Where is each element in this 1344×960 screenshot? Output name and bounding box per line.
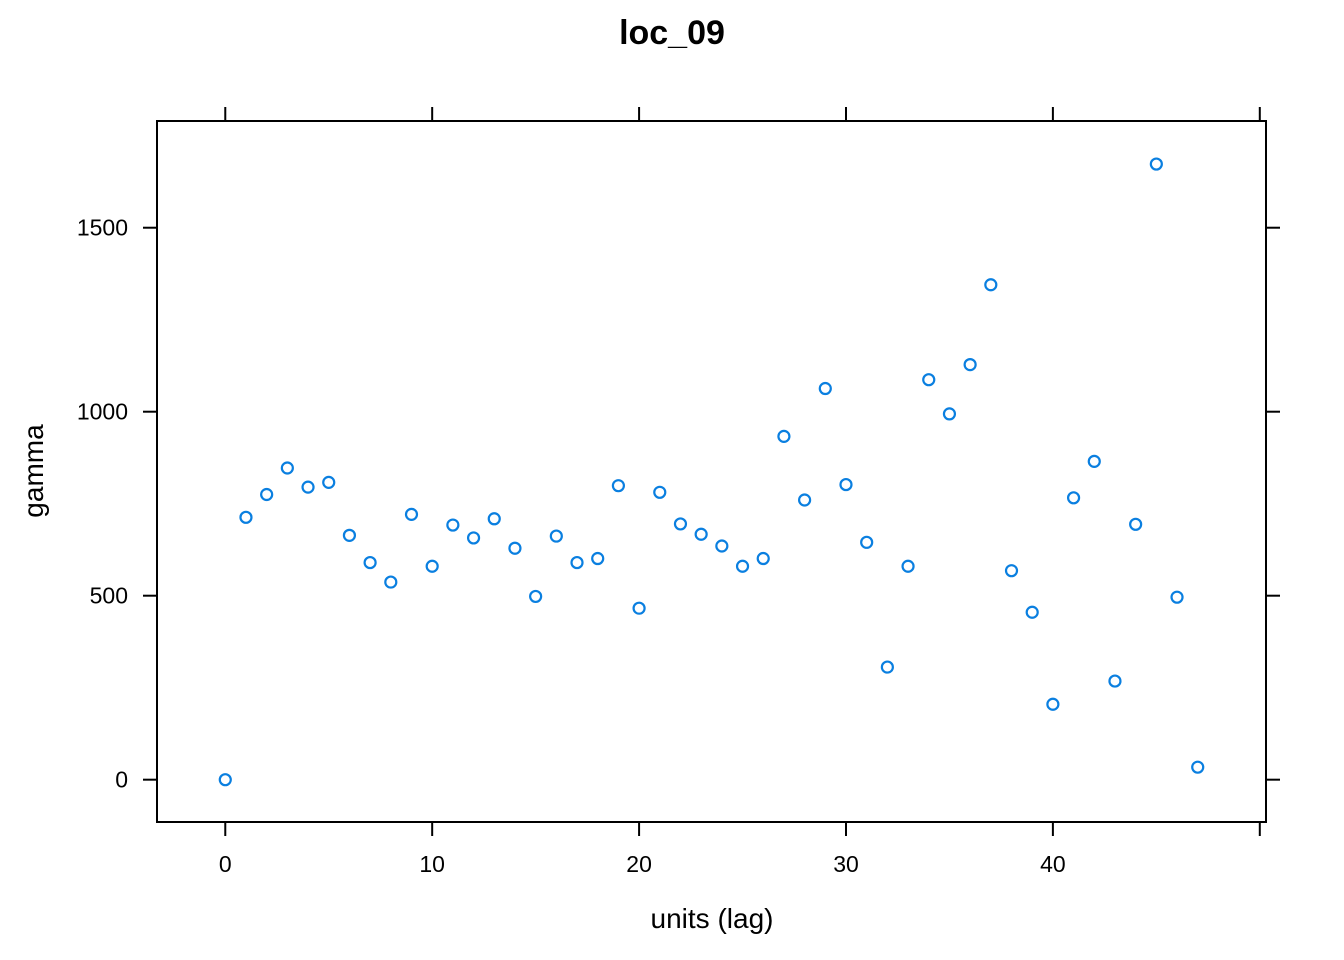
data-point <box>1087 454 1101 468</box>
data-point <box>384 575 398 589</box>
data-point <box>715 539 729 553</box>
data-point <box>363 555 377 570</box>
data-point <box>632 601 646 615</box>
data-point <box>529 589 543 604</box>
data-point <box>1129 517 1143 531</box>
data-point <box>260 487 274 502</box>
data-point <box>239 510 253 524</box>
data-point <box>301 480 315 494</box>
data-point <box>1108 674 1122 688</box>
data-point <box>508 541 522 555</box>
data-point <box>322 475 336 489</box>
data-point <box>404 507 419 521</box>
data-point <box>1170 590 1184 604</box>
data-points <box>218 157 1205 787</box>
data-point <box>673 517 688 531</box>
y-axis-left: 0 500 1000 1500 <box>77 215 157 793</box>
data-point <box>984 278 998 292</box>
data-point <box>653 485 667 499</box>
x-axis-label: units (lag) <box>651 903 774 934</box>
x-tick-label: 30 <box>833 851 859 877</box>
data-point <box>1149 157 1163 171</box>
data-point <box>963 358 977 372</box>
data-point <box>798 493 812 507</box>
x-axis-bottom: 0 10 20 30 40 <box>219 822 1261 877</box>
data-point <box>1025 605 1039 619</box>
data-point <box>549 529 563 543</box>
data-point <box>1066 491 1081 505</box>
y-axis-right <box>1266 226 1280 781</box>
data-point <box>570 555 584 570</box>
x-tick-label: 0 <box>219 851 232 877</box>
data-point <box>1004 564 1019 578</box>
data-point <box>922 373 936 387</box>
data-point <box>218 773 232 787</box>
data-point <box>611 479 625 493</box>
data-point <box>466 531 481 545</box>
data-point <box>591 551 605 566</box>
data-point <box>1191 760 1205 774</box>
y-tick-label: 1000 <box>77 399 128 425</box>
data-point <box>818 381 832 396</box>
data-point <box>342 528 357 542</box>
data-point <box>942 407 957 421</box>
data-point <box>280 461 294 475</box>
data-point <box>735 559 750 573</box>
chart-title: loc_09 <box>619 14 725 52</box>
data-point <box>446 518 460 532</box>
y-axis-label: gamma <box>18 424 49 518</box>
data-point <box>1046 697 1060 711</box>
y-tick-label: 1500 <box>77 215 128 241</box>
data-point <box>756 551 770 566</box>
data-point <box>860 535 874 549</box>
data-point <box>487 512 501 526</box>
y-tick-label: 0 <box>115 767 128 793</box>
data-point <box>694 527 708 541</box>
plot-frame <box>156 120 1267 823</box>
data-point <box>839 477 853 492</box>
x-axis-top <box>224 107 1261 121</box>
data-point <box>777 429 791 443</box>
x-tick-label: 10 <box>419 851 445 877</box>
data-point <box>880 660 894 674</box>
data-point <box>425 559 439 573</box>
x-tick-label: 40 <box>1040 851 1066 877</box>
x-tick-label: 20 <box>626 851 652 877</box>
y-tick-label: 500 <box>90 583 128 609</box>
data-point <box>901 559 915 573</box>
